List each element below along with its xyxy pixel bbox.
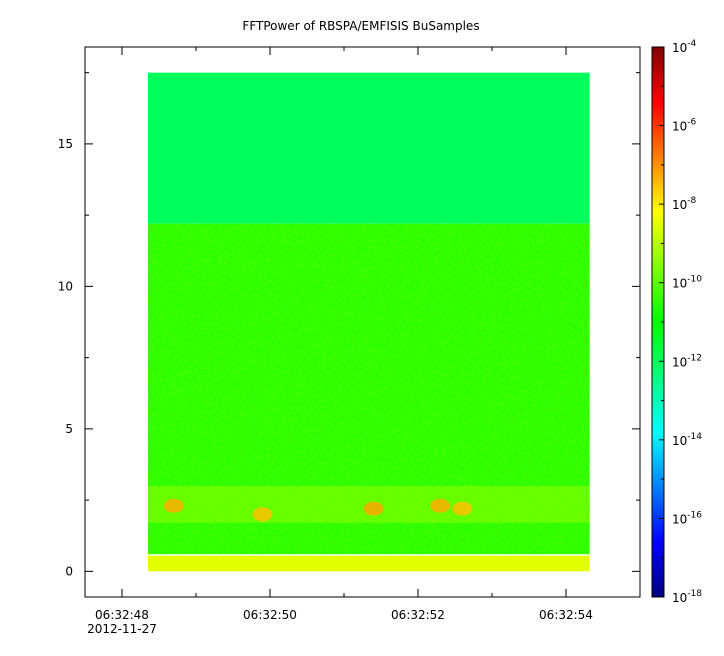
y-tick-label: 0 <box>65 564 73 578</box>
colorbar-tick-label: 10-16 <box>672 510 702 526</box>
colorbar-tick-label: 10-12 <box>672 353 702 369</box>
x-tick-label: 06:32:50 <box>243 608 297 622</box>
x-tick-date: 2012-11-27 <box>87 622 157 636</box>
enhancement-blob <box>452 501 473 516</box>
y-axis: 0 5 10 15 <box>58 72 640 578</box>
colorbar-tick-label: 10-8 <box>672 196 697 212</box>
x-tick-label: 06:32:54 <box>539 608 593 622</box>
colorbar: 10-4 10-6 10-8 10-10 10-12 10-14 10-16 10-18 <box>651 39 702 605</box>
spectrogram-band <box>147 555 590 572</box>
y-tick-label: 15 <box>58 137 73 151</box>
spectrogram-image <box>147 72 590 572</box>
enhancement-blob <box>163 498 184 513</box>
x-tick-label: 06:32:52 <box>391 608 445 622</box>
colorbar-tick-label: 10-10 <box>672 275 702 291</box>
colorbar-tick-exponent: -16 <box>687 510 702 520</box>
colorbar-tick-exponent: -6 <box>687 118 696 128</box>
colorbar-tick-label: 10-18 <box>672 589 702 605</box>
enhancement-blob <box>363 501 384 516</box>
chart-title: FFTPower of RBSPA/EMFISIS BuSamples <box>242 19 479 33</box>
y-tick-label: 10 <box>58 279 73 293</box>
colorbar-tick-label: 10-6 <box>672 118 697 134</box>
colorbar-tick-exponent: -12 <box>687 353 702 363</box>
colorbar-tick-label: 10-14 <box>672 432 702 448</box>
colorbar-tick-exponent: -4 <box>687 39 696 49</box>
colorbar-tick-exponent: -14 <box>687 432 702 442</box>
colorbar-tick-label: 10-4 <box>672 39 697 55</box>
x-tick-label: 06:32:48 <box>95 608 149 622</box>
colorbar-tick-exponent: -8 <box>687 196 696 206</box>
colorbar-tick-exponent: -10 <box>687 275 702 285</box>
enhancement-blob <box>430 498 451 513</box>
colorbar-tick-exponent: -18 <box>687 589 702 599</box>
y-tick-label: 5 <box>65 422 73 436</box>
enhancement-blob <box>252 507 273 522</box>
spectrogram-band <box>147 72 590 224</box>
